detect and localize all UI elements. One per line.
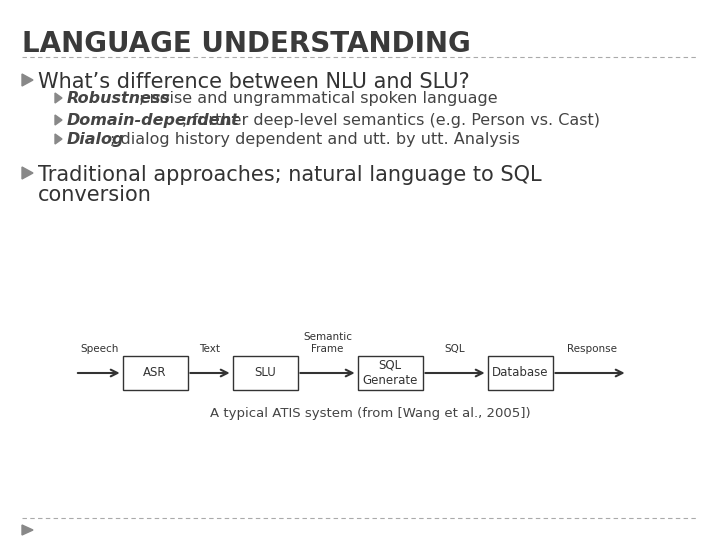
Polygon shape — [22, 167, 33, 179]
Polygon shape — [55, 134, 62, 144]
Text: Database: Database — [492, 367, 548, 380]
Polygon shape — [22, 74, 33, 86]
Bar — [487, 356, 552, 390]
Text: Response: Response — [567, 344, 618, 354]
Text: Text: Text — [199, 344, 220, 354]
Text: Dialog: Dialog — [67, 132, 125, 147]
Bar — [233, 356, 297, 390]
Polygon shape — [55, 93, 62, 103]
Bar — [358, 356, 423, 390]
Text: Traditional approaches; natural language to SQL: Traditional approaches; natural language… — [38, 165, 541, 185]
Text: ; dialog history dependent and utt. by utt. Analysis: ; dialog history dependent and utt. by u… — [110, 132, 520, 147]
Text: LANGUAGE UNDERSTANDING: LANGUAGE UNDERSTANDING — [22, 30, 471, 58]
Text: Semantic
Frame: Semantic Frame — [303, 333, 352, 354]
Text: conversion: conversion — [38, 185, 152, 205]
Text: ; noise and ungrammatical spoken language: ; noise and ungrammatical spoken languag… — [139, 91, 498, 106]
Polygon shape — [22, 525, 33, 535]
Text: A typical ATIS system (from [Wang et al., 2005]): A typical ATIS system (from [Wang et al.… — [210, 407, 531, 420]
Text: SLU: SLU — [254, 367, 276, 380]
Text: ; further deep-level semantics (e.g. Person vs. Cast): ; further deep-level semantics (e.g. Per… — [182, 113, 600, 128]
Text: SQL: SQL — [445, 344, 465, 354]
Text: What’s difference between NLU and SLU?: What’s difference between NLU and SLU? — [38, 72, 469, 92]
Text: SQL
Generate: SQL Generate — [362, 359, 418, 387]
Text: Robustness: Robustness — [67, 91, 171, 106]
Text: Speech: Speech — [81, 344, 120, 354]
Text: Domain-dependent: Domain-dependent — [67, 113, 240, 128]
Polygon shape — [55, 115, 62, 125]
Bar — [122, 356, 187, 390]
Text: ASR: ASR — [143, 367, 167, 380]
